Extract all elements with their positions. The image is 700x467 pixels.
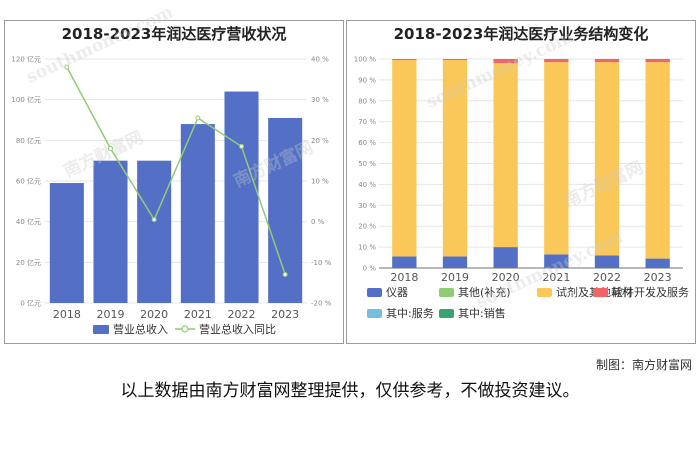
revenue-chart-panel: 2018-2023年润达医疗营收状况 0 亿元 20 亿元 40 亿元 60 亿元 80… [4, 20, 344, 344]
bar-segment [493, 63, 518, 248]
bar [137, 160, 172, 303]
legend-swatch [367, 288, 382, 297]
bar [49, 183, 84, 303]
y-tick-label: 20 % [358, 223, 376, 231]
business-structure-chart-panel: 2018-2023年润达医疗业务结构变化 0 % 10 % 20 % 30 % 40 %… [346, 20, 696, 344]
data-point [64, 64, 70, 70]
x-tick-label: 2021 [542, 271, 570, 284]
legend-swatch [93, 325, 109, 334]
bar-segment [594, 59, 620, 63]
y-tick-label: 70 % [358, 118, 376, 126]
y2-tick-label: 20 % [311, 137, 329, 145]
y-tick-label: 30 % [358, 202, 376, 210]
x-tick-label: 2020 [492, 271, 520, 284]
legend-label: 其中:服务 [386, 307, 434, 320]
bar [180, 124, 215, 303]
x-tick-label: 2020 [140, 308, 168, 321]
legend-label: 软件开发及服务 [612, 285, 689, 299]
legend-label: 营业总收入同比 [199, 322, 276, 336]
y-tick-label: 80 % [358, 97, 376, 105]
y2-tick-label: -20 % [311, 300, 332, 308]
bar-segment [442, 59, 468, 61]
y2-tick-label: 10 % [311, 178, 329, 186]
y-tick-label: 20 亿元 [16, 258, 41, 267]
y-tick-label: 90 % [358, 76, 376, 84]
y-tick-label: 80 亿元 [16, 136, 41, 145]
legend-swatch [537, 288, 552, 297]
y-tick-label: 100 亿元 [11, 95, 41, 104]
x-tick-label: 2023 [644, 271, 672, 284]
legend-label: 仪器 [386, 286, 408, 299]
bar-segment [392, 256, 417, 268]
y-tick-label: 100 % [354, 56, 377, 64]
y2-tick-label: 0 % [311, 218, 325, 226]
y-tick-label: 10 % [358, 244, 376, 252]
legend-swatch [439, 288, 454, 297]
legend-label: 营业总收入 [113, 322, 168, 336]
bar-segment [645, 59, 670, 63]
x-tick-label: 2022 [228, 308, 256, 321]
data-point [195, 115, 201, 121]
legend-swatch [367, 309, 382, 318]
legend-swatch [181, 325, 189, 333]
bar-segment [594, 62, 620, 256]
bar-segment [544, 62, 569, 255]
data-point [282, 272, 288, 278]
data-point [239, 143, 244, 149]
y2-tick-label: 30 % [311, 96, 329, 104]
x-tick-label: 2019 [441, 271, 469, 284]
y-tick-label: 50 % [358, 160, 376, 168]
bar [224, 91, 259, 304]
business-structure-chart: 0 % 10 % 20 % 30 % 40 % 50 % 60 % 70 % 80 % 90 % 1… [354, 56, 689, 321]
revenue-chart-title: 2018-2023年润达医疗营收状况 [61, 25, 287, 43]
y-tick-label: 60 亿元 [16, 177, 41, 186]
x-tick-label: 2019 [97, 308, 125, 321]
y-tick-label: 40 % [358, 181, 376, 189]
data-point [151, 217, 157, 223]
x-tick-label: 2021 [184, 308, 212, 321]
legend-swatch [439, 309, 454, 318]
x-tick-label: 2018 [53, 308, 81, 321]
legend-label: 其他(补充) [458, 285, 511, 299]
chart-credit: 制图：南方财富网 [595, 358, 692, 372]
bar-segment [442, 60, 468, 257]
bar-segment [392, 60, 417, 257]
y-tick-label: 0 % [363, 265, 377, 273]
bar-segment [544, 254, 569, 268]
legend-label: 其中:销售 [458, 306, 506, 320]
y-tick-label: 0 亿元 [20, 299, 41, 308]
series-line [66, 66, 286, 275]
bar [93, 160, 128, 303]
y-tick-label: 40 亿元 [16, 217, 41, 226]
y-tick-label: 120 亿元 [11, 55, 41, 64]
y2-tick-label: 40 % [311, 56, 329, 64]
bar-segment [392, 59, 417, 61]
revenue-chart: 0 亿元 20 亿元 40 亿元 60 亿元 80 亿元 100 亿元 120 亿元 -20 … [11, 55, 332, 337]
x-tick-label: 2018 [390, 271, 418, 284]
data-point [108, 145, 113, 151]
bar-segment [493, 247, 518, 268]
business-structure-chart-title: 2018-2023年润达医疗业务结构变化 [393, 25, 649, 43]
bar-segment [645, 258, 670, 268]
bar-segment [442, 256, 468, 268]
legend-swatch [593, 288, 608, 297]
y2-tick-label: -10 % [311, 259, 332, 267]
bar-segment [544, 59, 569, 63]
y-tick-label: 60 % [358, 139, 376, 147]
bar-segment [493, 59, 518, 64]
bar-segment [645, 62, 670, 259]
x-tick-label: 2023 [271, 308, 299, 321]
disclaimer-text: 以上数据由南方财富网整理提供，仅供参考，不做投资建议。 [120, 381, 580, 401]
bar-segment [594, 255, 620, 268]
x-tick-label: 2022 [593, 271, 621, 284]
